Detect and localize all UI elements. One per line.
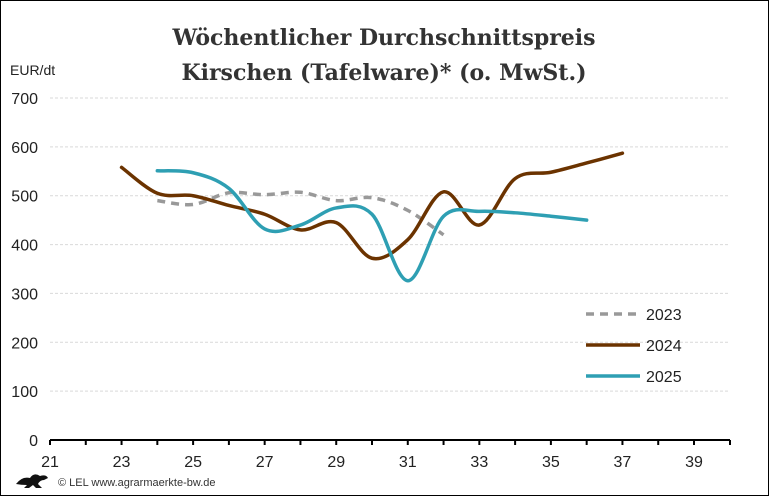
y-tick-label: 700 <box>11 91 38 108</box>
series-line-2024 <box>119 151 625 261</box>
x-tick-label: 21 <box>41 454 59 471</box>
x-tick-label: 31 <box>399 454 417 471</box>
y-tick-label: 300 <box>11 286 38 303</box>
y-tick-label: 200 <box>11 335 38 352</box>
series-line-2025 <box>155 169 589 283</box>
series-line-2023 <box>157 190 445 237</box>
y-tick-label: 400 <box>11 238 38 255</box>
x-tick-label: 25 <box>184 454 202 471</box>
chart-title-line1: Wöchentlicher Durchschnittspreis <box>171 25 595 51</box>
x-tick-label: 23 <box>113 454 131 471</box>
legend-label-2023: 2023 <box>646 307 682 324</box>
legend-label-2025: 2025 <box>646 369 682 386</box>
x-tick-label: 37 <box>614 454 632 471</box>
x-tick-label: 35 <box>542 454 560 471</box>
y-tick-label: 600 <box>11 140 38 157</box>
legend-label-2024: 2024 <box>646 338 682 355</box>
chart-title-line2: Kirschen (Tafelware)* (o. MwSt.) <box>181 60 586 86</box>
footer-credit: © LEL www.agrarmaerkte-bw.de <box>58 477 216 489</box>
y-tick-label: 500 <box>11 189 38 206</box>
lion-logo-icon <box>16 474 48 488</box>
x-tick-label: 39 <box>685 454 703 471</box>
y-axis-label: EUR/dt <box>10 62 55 78</box>
x-tick-label: 27 <box>256 454 274 471</box>
x-tick-label: 33 <box>470 454 488 471</box>
y-tick-label: 0 <box>29 433 38 450</box>
y-tick-label: 100 <box>11 384 38 401</box>
x-tick-label: 29 <box>327 454 345 471</box>
